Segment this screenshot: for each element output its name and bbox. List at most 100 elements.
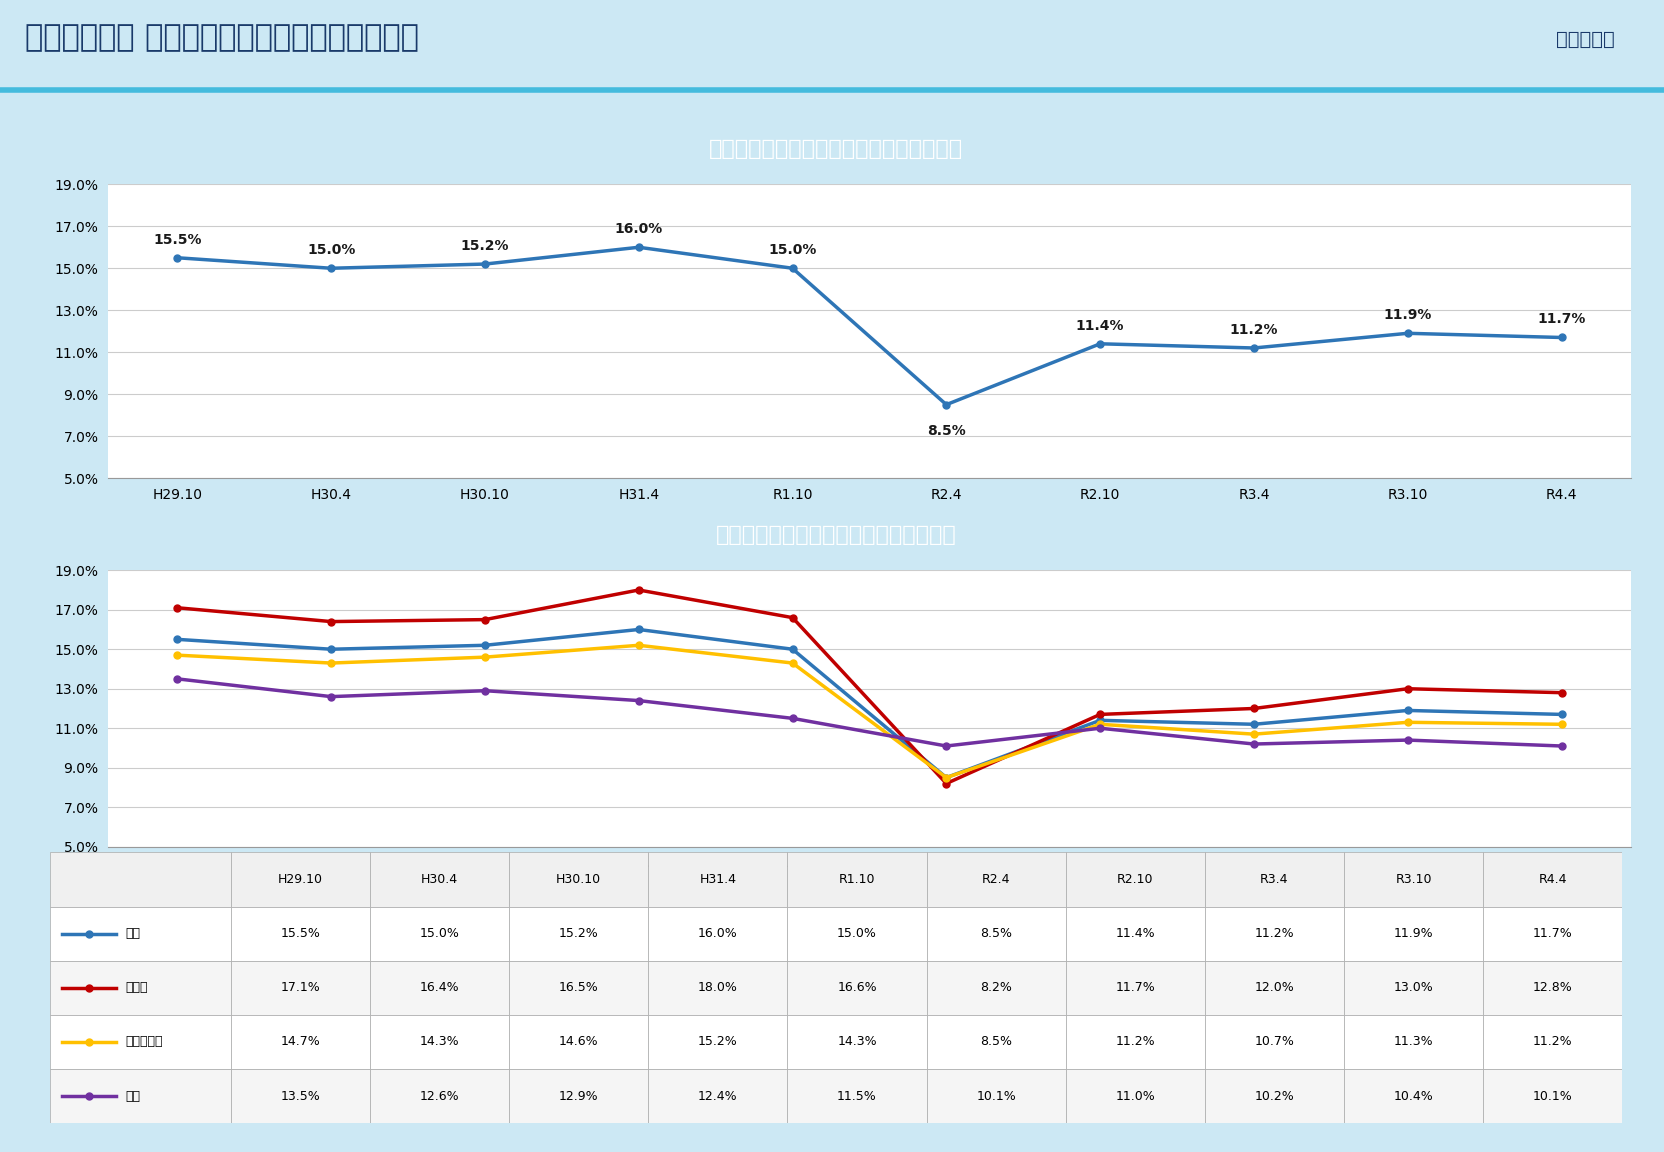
Text: 16.6%: 16.6% xyxy=(837,982,877,994)
Text: 12.4%: 12.4% xyxy=(697,1090,737,1102)
Bar xyxy=(649,907,787,961)
Bar xyxy=(1483,907,1622,961)
Bar xyxy=(50,852,231,907)
Text: 12.8%: 12.8% xyxy=(1533,982,1572,994)
Text: 16.0%: 16.0% xyxy=(697,927,737,940)
Bar xyxy=(231,1069,369,1123)
Text: 15.2%: 15.2% xyxy=(461,238,509,253)
Bar xyxy=(787,907,927,961)
Text: 11.7%: 11.7% xyxy=(1538,312,1586,326)
Text: 16.4%: 16.4% xyxy=(419,982,459,994)
Text: 14.3%: 14.3% xyxy=(837,1036,877,1048)
Text: 11.4%: 11.4% xyxy=(1077,319,1125,333)
Text: 11.2%: 11.2% xyxy=(1255,927,1295,940)
Bar xyxy=(231,961,369,1015)
Text: 実態調査に基づく再配達率の推移（総計）: 実態調査に基づく再配達率の推移（総計） xyxy=(709,138,963,159)
Text: 13.5%: 13.5% xyxy=(281,1090,319,1102)
Bar xyxy=(1345,907,1483,961)
Bar xyxy=(1205,852,1345,907)
Bar xyxy=(1065,907,1205,961)
Bar xyxy=(1483,1069,1622,1123)
Text: 14.6%: 14.6% xyxy=(559,1036,599,1048)
Bar xyxy=(787,852,927,907)
Text: 14.7%: 14.7% xyxy=(281,1036,319,1048)
Text: （参考資料） 宅配便再配達実態調査結果の推移: （参考資料） 宅配便再配達実態調査結果の推移 xyxy=(25,23,419,52)
Text: 15.0%: 15.0% xyxy=(769,243,817,257)
Text: 18.0%: 18.0% xyxy=(697,982,737,994)
Bar xyxy=(231,852,369,907)
Text: R2.4: R2.4 xyxy=(982,873,1010,886)
Text: 11.2%: 11.2% xyxy=(1115,1036,1155,1048)
Bar xyxy=(369,907,509,961)
Bar xyxy=(1065,1015,1205,1069)
Text: 11.2%: 11.2% xyxy=(1533,1036,1572,1048)
Text: 15.0%: 15.0% xyxy=(837,927,877,940)
Bar xyxy=(369,961,509,1015)
Text: 15.2%: 15.2% xyxy=(697,1036,737,1048)
Bar xyxy=(509,852,649,907)
Text: 11.0%: 11.0% xyxy=(1115,1090,1155,1102)
Text: 10.1%: 10.1% xyxy=(977,1090,1017,1102)
Bar xyxy=(649,852,787,907)
Text: 総計: 総計 xyxy=(125,927,140,940)
Text: R3.10: R3.10 xyxy=(1396,873,1433,886)
Bar xyxy=(649,1069,787,1123)
Bar xyxy=(50,907,231,961)
Text: 16.5%: 16.5% xyxy=(559,982,599,994)
Bar xyxy=(1205,961,1345,1015)
Bar xyxy=(1345,961,1483,1015)
Text: 15.5%: 15.5% xyxy=(153,233,201,247)
Text: 8.2%: 8.2% xyxy=(980,982,1012,994)
Text: 10.4%: 10.4% xyxy=(1394,1090,1433,1102)
Bar xyxy=(1483,961,1622,1015)
Text: 8.5%: 8.5% xyxy=(927,424,965,438)
Text: H30.4: H30.4 xyxy=(421,873,458,886)
Bar xyxy=(1345,1069,1483,1123)
Bar xyxy=(927,1015,1065,1069)
Bar xyxy=(1205,1069,1345,1123)
Bar xyxy=(1205,1015,1345,1069)
Text: H29.10: H29.10 xyxy=(278,873,323,886)
Bar xyxy=(50,961,231,1015)
Text: 11.7%: 11.7% xyxy=(1533,927,1572,940)
Text: 13.0%: 13.0% xyxy=(1394,982,1433,994)
Text: 8.5%: 8.5% xyxy=(980,927,1012,940)
Text: 16.0%: 16.0% xyxy=(614,222,662,236)
Bar xyxy=(649,961,787,1015)
Text: R1.10: R1.10 xyxy=(839,873,875,886)
Bar xyxy=(369,1015,509,1069)
Bar xyxy=(927,1069,1065,1123)
Text: 10.7%: 10.7% xyxy=(1255,1036,1295,1048)
Text: H30.10: H30.10 xyxy=(556,873,601,886)
Bar xyxy=(1065,852,1205,907)
Text: 11.5%: 11.5% xyxy=(837,1090,877,1102)
Text: 都市部: 都市部 xyxy=(125,982,148,994)
Text: 11.4%: 11.4% xyxy=(1115,927,1155,940)
Bar xyxy=(927,961,1065,1015)
Text: 10.2%: 10.2% xyxy=(1255,1090,1295,1102)
Bar xyxy=(787,961,927,1015)
Bar xyxy=(509,907,649,961)
Text: 12.9%: 12.9% xyxy=(559,1090,599,1102)
Text: 12.6%: 12.6% xyxy=(419,1090,459,1102)
Bar xyxy=(787,1015,927,1069)
Text: 11.7%: 11.7% xyxy=(1115,982,1155,994)
Text: 12.0%: 12.0% xyxy=(1255,982,1295,994)
Bar xyxy=(50,1015,231,1069)
Bar xyxy=(509,1015,649,1069)
Text: 8.5%: 8.5% xyxy=(980,1036,1012,1048)
Bar xyxy=(1345,852,1483,907)
Bar xyxy=(787,1069,927,1123)
Text: 11.9%: 11.9% xyxy=(1383,309,1433,323)
Bar xyxy=(927,907,1065,961)
Text: R2.10: R2.10 xyxy=(1117,873,1153,886)
Bar xyxy=(1345,1015,1483,1069)
Text: 10.1%: 10.1% xyxy=(1533,1090,1572,1102)
Bar xyxy=(1065,961,1205,1015)
Text: R3.4: R3.4 xyxy=(1260,873,1288,886)
Text: R4.4: R4.4 xyxy=(1539,873,1567,886)
Text: 地方: 地方 xyxy=(125,1090,140,1102)
Bar xyxy=(1483,852,1622,907)
Text: 11.3%: 11.3% xyxy=(1394,1036,1433,1048)
Bar xyxy=(1065,1069,1205,1123)
